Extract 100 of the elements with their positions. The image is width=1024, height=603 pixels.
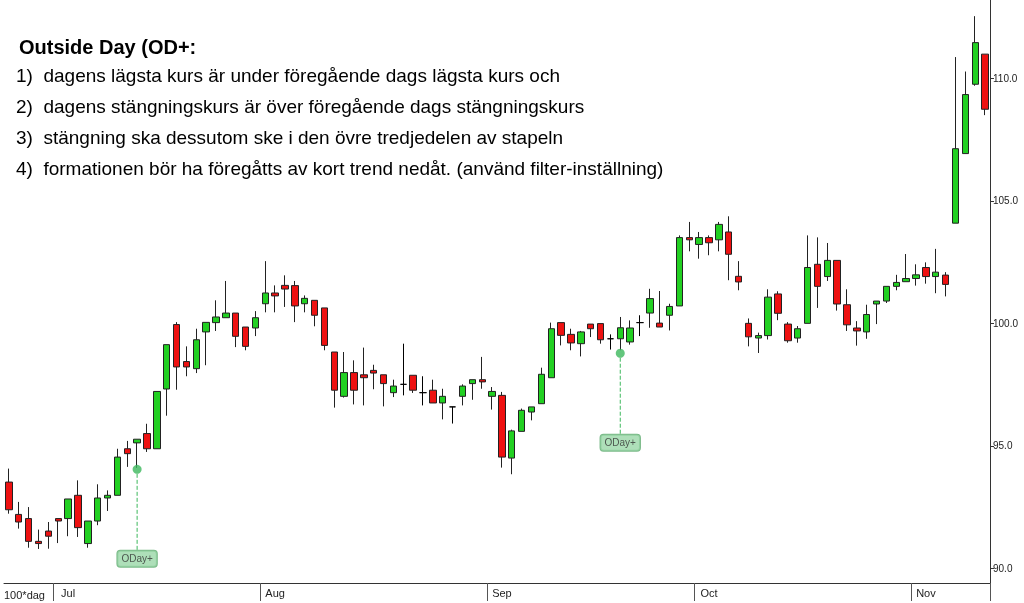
candlestick — [636, 314, 644, 337]
candlestick — [252, 310, 259, 337]
candlestick — [479, 356, 486, 390]
candlestick — [429, 379, 437, 404]
candlestick — [301, 294, 308, 313]
data-label: ODay+ — [604, 437, 637, 449]
candlestick — [439, 388, 446, 420]
candlestick — [528, 406, 535, 421]
candlestick — [104, 489, 111, 512]
candlestick — [774, 290, 782, 321]
candlestick — [518, 408, 525, 432]
candlestick — [922, 261, 930, 285]
candlestick — [45, 521, 52, 550]
candlestick — [143, 423, 151, 453]
candlestick — [567, 328, 575, 351]
text: Outside Day (OD+: — [19, 36, 197, 58]
candlestick — [153, 390, 161, 450]
candlestick — [548, 322, 555, 379]
candlestick — [705, 234, 713, 256]
candlestick — [419, 375, 427, 406]
candlestick — [370, 364, 377, 390]
annotation: 1) dagens lägsta kurs är under föregående dags lägsta kurs och — [16, 65, 560, 86]
candlestick — [883, 285, 890, 304]
candlestick — [498, 391, 506, 469]
candlestick — [952, 56, 959, 224]
candlestick — [64, 498, 72, 537]
candlestick — [942, 271, 949, 297]
candlestick — [390, 379, 397, 398]
candlestick — [755, 332, 762, 354]
candlestick — [794, 325, 801, 344]
candlestick — [577, 330, 585, 357]
candlestick — [814, 236, 821, 309]
candlestick — [893, 274, 900, 291]
x-tick-label: Sep — [492, 586, 512, 599]
candlestick — [232, 312, 239, 348]
candlestick — [84, 520, 92, 549]
candlestick — [271, 284, 279, 313]
candlestick — [725, 215, 732, 281]
candlestick — [557, 322, 565, 346]
candlestick — [843, 288, 851, 332]
candlestick — [94, 483, 101, 526]
candlestick — [222, 280, 230, 319]
candlestick — [873, 300, 880, 325]
candlestick — [833, 259, 841, 312]
candlestick — [311, 299, 318, 327]
y-tick-label: 105.0 — [993, 195, 1019, 207]
candlestick — [15, 501, 22, 530]
candlestick — [262, 260, 269, 313]
candlestick — [607, 333, 614, 351]
candlestick — [715, 221, 723, 252]
candlestick — [55, 518, 62, 544]
candlestick — [824, 242, 831, 282]
y-tick-label: 95.0 — [993, 440, 1013, 452]
candlestick — [340, 351, 348, 399]
candlestick — [745, 317, 752, 347]
candlestick — [686, 221, 693, 252]
candlestick — [173, 321, 180, 391]
candlestick — [597, 323, 604, 345]
candlestick — [538, 367, 545, 405]
x-tick-label: Nov — [916, 586, 937, 599]
y-tick-label: 90.0 — [993, 562, 1013, 574]
candlestick — [764, 288, 772, 341]
candlestick — [124, 440, 131, 468]
candlestick — [35, 529, 42, 550]
candlestick — [912, 263, 920, 287]
candlestick — [212, 299, 220, 332]
candlestick — [163, 344, 170, 417]
candlestick — [350, 359, 358, 405]
candlestick — [400, 343, 407, 396]
annotation: 3) stängning ska dessutom ske i den övre tredjedelen av stapeln — [16, 127, 564, 148]
candlestick — [488, 386, 496, 411]
candlestick — [626, 319, 634, 346]
y-tick-label: 100.0 — [993, 317, 1019, 329]
candlestick — [193, 328, 200, 374]
candlestick — [695, 231, 703, 260]
candlestick — [656, 290, 663, 328]
annotation: 4) formationen bör ha föregåtts av kort trend nedåt. (använd filter-inställning) — [16, 158, 664, 179]
x-axis-title: 100*dag — [4, 588, 45, 601]
candlestick — [735, 260, 742, 291]
candlestick — [646, 288, 654, 329]
candlestick — [932, 248, 939, 294]
candlestick — [804, 234, 811, 324]
candlestick — [863, 304, 870, 340]
candlestick — [902, 253, 910, 283]
candlestick — [449, 406, 456, 425]
candlestick — [74, 479, 82, 538]
candlestick — [508, 429, 515, 475]
annotation: 2) dagens stängningskurs är över föregående dags stängningskurs — [16, 96, 585, 117]
candlestick — [202, 321, 210, 366]
x-tick-label: Jul — [61, 586, 76, 599]
candlestick — [676, 234, 683, 307]
candlestick — [321, 307, 328, 351]
candlestick — [972, 15, 979, 87]
candlestick — [5, 468, 13, 515]
candlestick — [459, 383, 466, 406]
x-tick-label: Aug — [265, 586, 285, 599]
candlestick — [291, 280, 299, 323]
candlestick — [281, 274, 289, 308]
candlestick — [25, 506, 32, 549]
y-tick-label: 110.0 — [993, 72, 1018, 84]
